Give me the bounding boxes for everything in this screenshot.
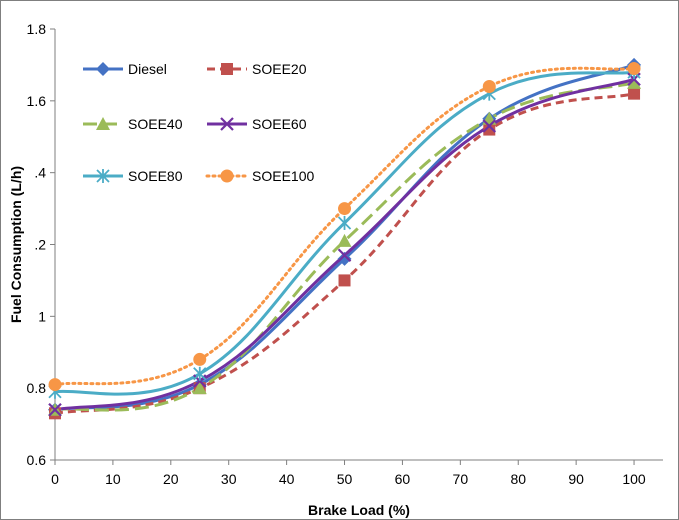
data-point-soee20 <box>628 87 641 100</box>
legend-item-diesel: Diesel <box>83 61 167 77</box>
y-tick-label: 0.8 <box>27 380 47 396</box>
data-point-soee80 <box>193 366 207 381</box>
y-tick-label: 1 <box>38 308 46 324</box>
data-point-soee100 <box>48 378 62 392</box>
data-point-soee100 <box>193 352 207 366</box>
y-tick-label: 0.6 <box>27 452 47 468</box>
data-point-soee100 <box>482 79 496 93</box>
x-tick-label: 10 <box>105 471 121 487</box>
legend-label: SOEE80 <box>128 168 183 184</box>
x-tick-label: 0 <box>51 471 59 487</box>
legend-marker <box>220 169 234 183</box>
legend-item-soee60: SOEE60 <box>207 116 307 132</box>
y-tick-label: .4 <box>34 165 46 181</box>
legend-marker <box>96 169 110 183</box>
x-tick-label: 80 <box>510 471 526 487</box>
x-tick-label: 20 <box>163 471 179 487</box>
legend-marker <box>96 62 110 76</box>
legend-label: SOEE20 <box>252 61 307 77</box>
data-point-soee40 <box>192 381 207 395</box>
x-tick-label: 60 <box>395 471 411 487</box>
data-point-soee100 <box>627 62 641 76</box>
y-axis-title: Fuel Consumption (L/h) <box>8 166 24 323</box>
legend-marker <box>220 117 234 131</box>
x-tick-label: 90 <box>568 471 584 487</box>
data-point-soee60 <box>48 402 62 417</box>
x-axis-title: Brake Load (%) <box>308 502 410 518</box>
data-point-soee40 <box>627 75 642 89</box>
y-tick-label: .2 <box>34 237 46 253</box>
data-point-soee80 <box>337 215 352 230</box>
data-point-soee20 <box>338 274 351 287</box>
data-point-soee60 <box>482 119 497 133</box>
y-tick-label: 1.6 <box>27 93 47 109</box>
x-tick-label: 40 <box>279 471 295 487</box>
data-point-soee60 <box>337 248 352 263</box>
legend-label: SOEE60 <box>252 116 307 132</box>
data-point-soee40 <box>337 233 352 247</box>
data-point-soee20 <box>483 123 496 136</box>
legend-label: SOEE40 <box>128 116 183 132</box>
legend-item-soee40: SOEE40 <box>83 116 183 132</box>
y-tick-label: 1.8 <box>27 21 47 37</box>
legend-marker <box>96 117 110 130</box>
legend-marker <box>221 63 233 75</box>
legend-label: Diesel <box>128 61 167 77</box>
legend-item-soee100: SOEE100 <box>205 168 314 184</box>
data-point-diesel <box>337 251 352 266</box>
data-point-soee100 <box>338 202 352 216</box>
legend-item-soee20: SOEE20 <box>207 61 307 77</box>
legend-label: SOEE100 <box>252 168 314 184</box>
x-tick-label: 100 <box>622 471 646 487</box>
x-tick-label: 50 <box>337 471 353 487</box>
legend-item-soee80: SOEE80 <box>83 168 183 184</box>
x-tick-label: 70 <box>453 471 469 487</box>
x-tick-label: 30 <box>221 471 237 487</box>
